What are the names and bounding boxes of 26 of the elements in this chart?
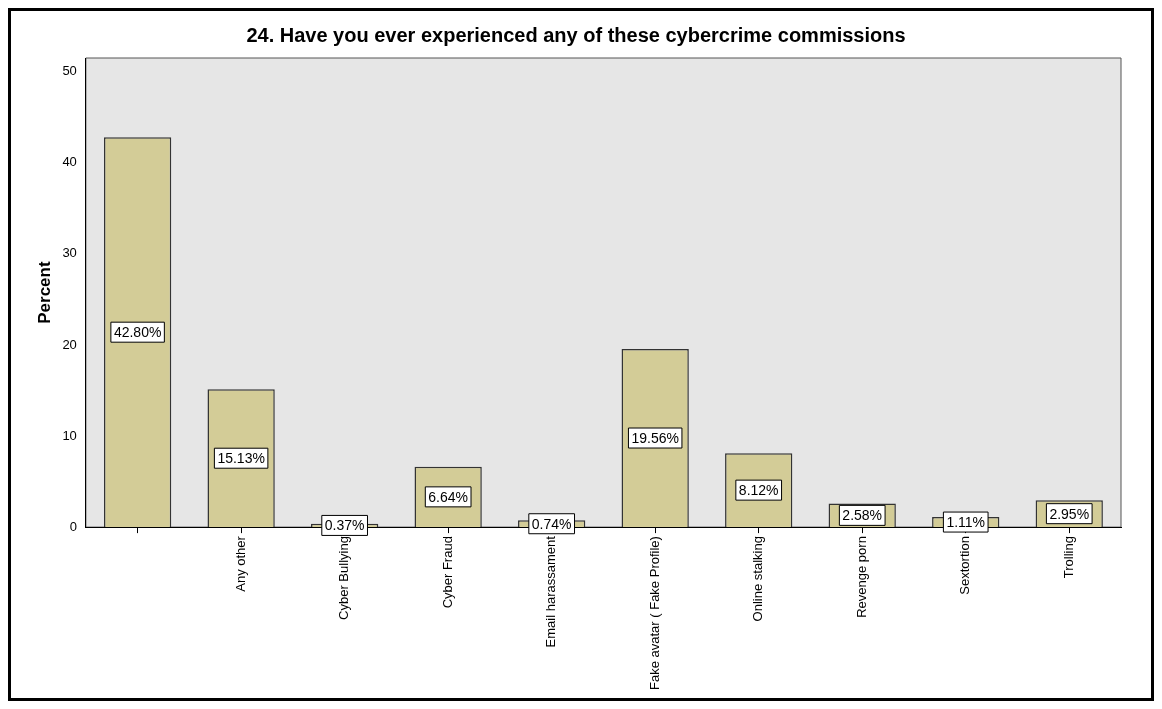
x-tick-label: Online stalking — [750, 536, 766, 622]
y-tick-label: 0 — [69, 518, 77, 534]
data-label: 0.74% — [531, 515, 572, 532]
data-label: 8.12% — [738, 481, 779, 498]
x-tick-label: Cyber Fraud — [439, 536, 455, 609]
chart-title: 24. Have you ever experienced any of these cybercrime commissions — [246, 23, 906, 46]
x-tick-label: Fake avatar ( Fake Profile) — [646, 536, 662, 690]
y-tick-label: 30 — [62, 245, 77, 261]
x-tick-label: Any other — [232, 535, 248, 592]
y-axis-title: Percent — [34, 261, 54, 324]
y-tick-label: 20 — [62, 336, 77, 352]
x-tick-label: Email harassament — [543, 535, 559, 648]
y-tick-label: 40 — [62, 154, 77, 170]
data-label: 42.80% — [113, 324, 162, 341]
data-label: 15.13% — [217, 450, 265, 467]
data-label: 19.56% — [631, 429, 679, 446]
data-label: 2.95% — [1049, 505, 1090, 522]
x-tick-label: Trolling — [1060, 536, 1076, 579]
y-tick-label: 10 — [62, 427, 77, 443]
data-label: 1.11% — [946, 513, 986, 530]
x-tick-label: Sextortion — [957, 536, 973, 595]
x-tick-label: Revenge porn — [853, 536, 869, 618]
x-tick-label: Cyber Bullying — [336, 536, 352, 620]
data-label: 2.58% — [842, 507, 883, 524]
y-tick-label: 50 — [62, 63, 77, 79]
data-label: 6.64% — [428, 488, 469, 505]
